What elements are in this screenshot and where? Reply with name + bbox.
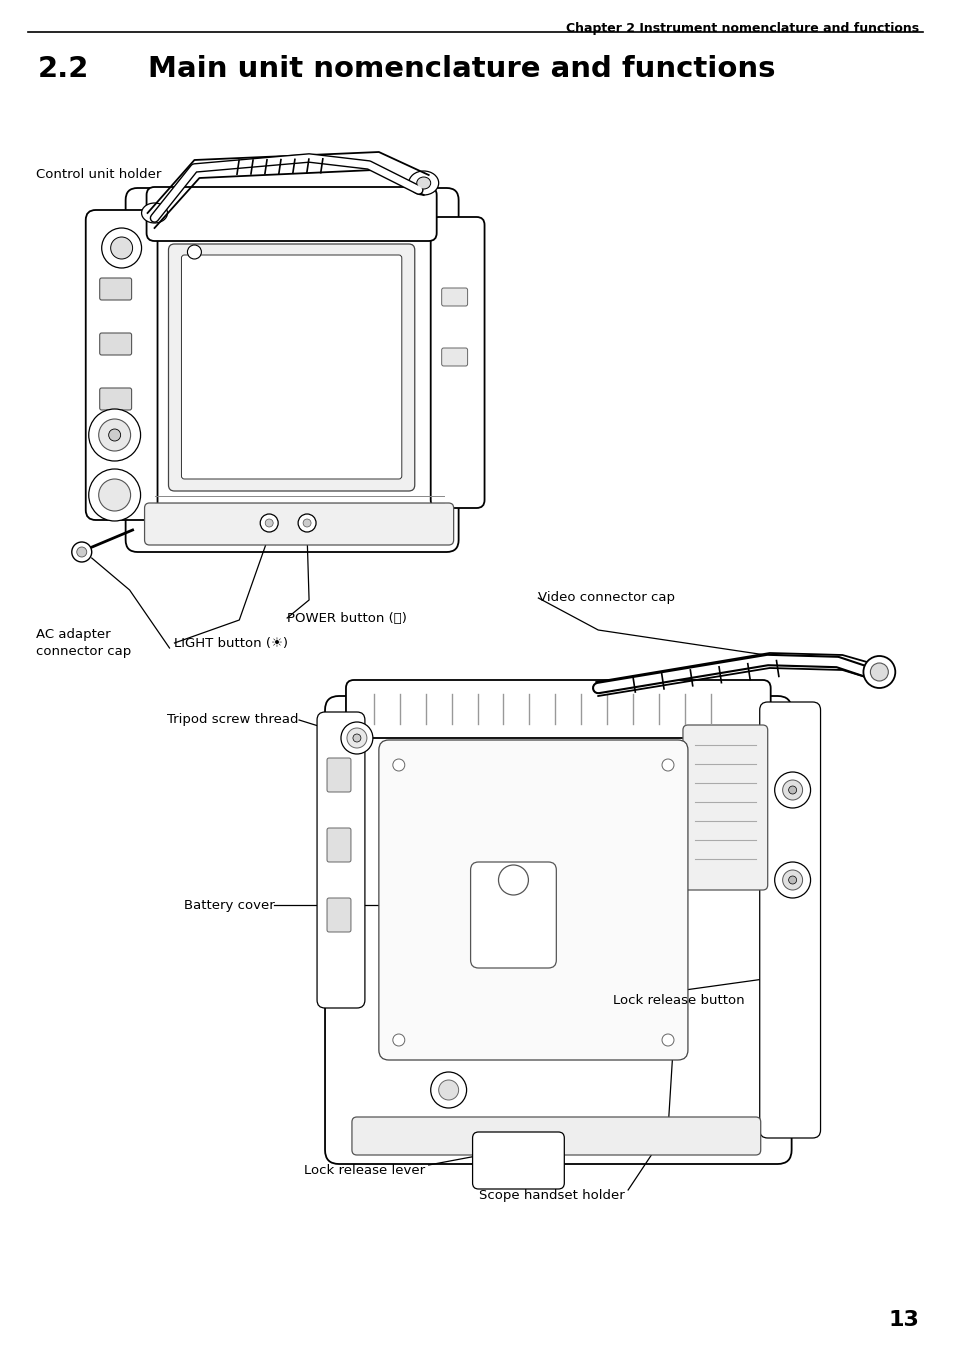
- Circle shape: [260, 514, 278, 531]
- Text: Main unit nomenclature and functions: Main unit nomenclature and functions: [148, 55, 774, 82]
- Circle shape: [498, 865, 528, 895]
- FancyBboxPatch shape: [316, 713, 365, 1009]
- Text: Battery cover: Battery cover: [184, 899, 274, 911]
- Circle shape: [303, 519, 311, 527]
- FancyBboxPatch shape: [327, 827, 351, 863]
- Circle shape: [862, 656, 894, 688]
- Circle shape: [781, 869, 801, 890]
- Circle shape: [438, 1080, 458, 1101]
- Text: 2.2: 2.2: [38, 55, 90, 82]
- Circle shape: [353, 734, 360, 742]
- Circle shape: [393, 1034, 404, 1046]
- Text: LIGHT button (☀): LIGHT button (☀): [174, 637, 288, 649]
- Circle shape: [869, 662, 887, 681]
- Circle shape: [661, 1034, 673, 1046]
- Circle shape: [89, 469, 140, 521]
- Circle shape: [102, 228, 141, 268]
- FancyBboxPatch shape: [169, 243, 415, 491]
- Circle shape: [98, 479, 131, 511]
- Circle shape: [430, 1072, 466, 1109]
- FancyBboxPatch shape: [352, 1117, 760, 1155]
- Circle shape: [76, 548, 87, 557]
- Circle shape: [71, 542, 91, 562]
- Circle shape: [297, 514, 315, 531]
- Circle shape: [98, 419, 131, 452]
- FancyBboxPatch shape: [126, 188, 458, 552]
- Text: Scope handset holder: Scope handset holder: [478, 1188, 623, 1202]
- FancyBboxPatch shape: [378, 740, 687, 1060]
- Circle shape: [788, 876, 796, 884]
- Ellipse shape: [408, 170, 438, 195]
- FancyBboxPatch shape: [181, 256, 401, 479]
- FancyBboxPatch shape: [441, 288, 467, 306]
- Ellipse shape: [416, 177, 430, 189]
- FancyBboxPatch shape: [327, 898, 351, 932]
- Text: AC adapter
connector cap: AC adapter connector cap: [36, 627, 131, 658]
- FancyBboxPatch shape: [86, 210, 157, 521]
- Circle shape: [774, 772, 810, 808]
- Circle shape: [393, 758, 404, 771]
- Circle shape: [661, 758, 673, 771]
- Circle shape: [347, 727, 367, 748]
- FancyBboxPatch shape: [759, 702, 820, 1138]
- Circle shape: [788, 786, 796, 794]
- Circle shape: [774, 863, 810, 898]
- FancyBboxPatch shape: [327, 758, 351, 792]
- FancyBboxPatch shape: [147, 187, 436, 241]
- Circle shape: [187, 245, 201, 260]
- FancyBboxPatch shape: [145, 503, 454, 545]
- FancyBboxPatch shape: [100, 333, 132, 356]
- Circle shape: [109, 429, 120, 441]
- FancyBboxPatch shape: [470, 863, 556, 968]
- Circle shape: [111, 237, 132, 260]
- Text: Control unit holder: Control unit holder: [36, 169, 161, 181]
- FancyBboxPatch shape: [430, 218, 484, 508]
- Text: Chapter 2 Instrument nomenclature and functions: Chapter 2 Instrument nomenclature and fu…: [565, 22, 919, 35]
- Text: Video connector cap: Video connector cap: [537, 592, 675, 604]
- Ellipse shape: [141, 203, 168, 223]
- Text: Tripod screw thread: Tripod screw thread: [168, 714, 298, 726]
- FancyBboxPatch shape: [100, 388, 132, 410]
- Circle shape: [340, 722, 373, 754]
- FancyBboxPatch shape: [441, 347, 467, 366]
- FancyBboxPatch shape: [472, 1132, 564, 1188]
- Text: Lock release lever: Lock release lever: [304, 1164, 425, 1176]
- Text: 13: 13: [887, 1310, 919, 1330]
- Circle shape: [781, 780, 801, 800]
- FancyBboxPatch shape: [346, 680, 770, 738]
- Text: Lock release button: Lock release button: [613, 994, 744, 1006]
- FancyBboxPatch shape: [100, 279, 132, 300]
- Text: POWER button (⏻): POWER button (⏻): [287, 611, 407, 625]
- Circle shape: [265, 519, 273, 527]
- Circle shape: [89, 410, 140, 461]
- FancyBboxPatch shape: [325, 696, 791, 1164]
- FancyBboxPatch shape: [682, 725, 767, 890]
